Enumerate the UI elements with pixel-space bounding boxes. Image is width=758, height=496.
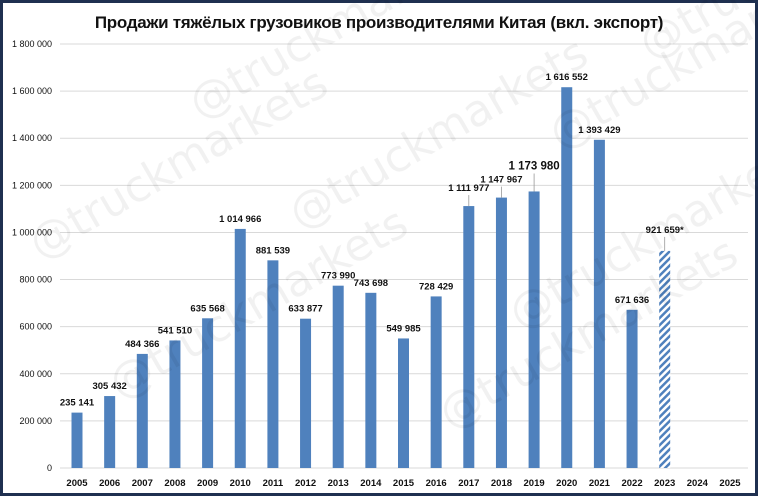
bar [593, 139, 605, 468]
x-tick-label: 2009 [197, 478, 218, 489]
data-label: 773 990 [321, 271, 355, 282]
bar [136, 353, 148, 468]
bar [398, 338, 409, 468]
data-label: 743 698 [354, 278, 388, 289]
y-tick-label: 600 000 [19, 322, 52, 332]
x-tick-label: 2013 [328, 478, 349, 489]
data-label: 1 111 977 [448, 183, 489, 194]
x-tick-label: 2015 [393, 478, 415, 489]
data-label: 881 539 [256, 245, 290, 256]
data-label: 235 141 [60, 398, 95, 409]
data-label: 921 659* [646, 225, 684, 236]
bar [528, 191, 540, 468]
x-tick-label: 2019 [524, 478, 545, 489]
data-label: 633 877 [288, 304, 322, 315]
bar [365, 292, 377, 468]
data-label: 635 568 [190, 303, 224, 314]
bar [659, 250, 671, 468]
x-tick-label: 2005 [66, 478, 88, 489]
y-tick-label: 800 000 [19, 275, 52, 285]
data-label: 1 173 980 [509, 160, 560, 172]
bar [332, 285, 344, 468]
data-label: 484 366 [125, 339, 159, 350]
data-label: 549 985 [386, 323, 421, 334]
bar [104, 396, 116, 468]
bar [169, 340, 181, 468]
x-tick-label: 2016 [426, 478, 447, 489]
x-tick-label: 2012 [295, 478, 316, 489]
x-tick-label: 2021 [589, 478, 611, 489]
bar [202, 318, 214, 468]
x-tick-label: 2022 [621, 478, 642, 489]
bar [267, 260, 279, 468]
x-tick-label: 2008 [164, 478, 185, 489]
x-tick-label: 2020 [556, 478, 577, 489]
bar [495, 197, 507, 468]
x-tick-label: 2010 [230, 478, 251, 489]
bar [463, 206, 475, 469]
x-tick-label: 2018 [491, 478, 512, 489]
x-tick-label: 2011 [263, 478, 284, 489]
x-tick-label: 2023 [654, 478, 675, 489]
data-label: 1 616 552 [546, 72, 588, 83]
x-tick-label: 2014 [360, 478, 382, 489]
x-tick-label: 2007 [132, 478, 153, 489]
data-label: 1 147 967 [480, 175, 522, 186]
y-tick-label: 1 800 000 [12, 39, 52, 49]
data-label: 1 393 429 [578, 125, 620, 136]
bar [561, 87, 573, 469]
data-label: 671 636 [615, 295, 649, 306]
y-tick-label: 0 [47, 463, 52, 473]
y-tick-label: 1 000 000 [12, 227, 52, 237]
data-label: 728 429 [419, 281, 453, 292]
chart-title: Продажи тяжёлых грузовиков производителя… [94, 13, 664, 32]
data-label: 1 014 966 [219, 214, 261, 225]
y-tick-label: 1 400 000 [12, 133, 52, 143]
x-tick-label: 2025 [719, 478, 741, 489]
bar [300, 318, 312, 468]
bar [430, 296, 442, 468]
x-tick-label: 2017 [458, 478, 479, 489]
y-tick-label: 1 200 000 [12, 180, 52, 190]
watermark: @truckmarkets [280, 27, 596, 239]
bar [626, 309, 638, 468]
data-label: 305 432 [92, 381, 126, 392]
watermark: @truckmarkets [20, 57, 336, 269]
bar [234, 228, 246, 468]
y-tick-label: 400 000 [19, 369, 52, 379]
x-tick-label: 2006 [99, 478, 120, 489]
y-tick-label: 1 600 000 [12, 86, 52, 96]
bar [71, 412, 83, 468]
y-tick-label: 200 000 [19, 416, 52, 426]
data-label: 541 510 [158, 325, 192, 336]
x-tick-label: 2024 [687, 478, 709, 489]
